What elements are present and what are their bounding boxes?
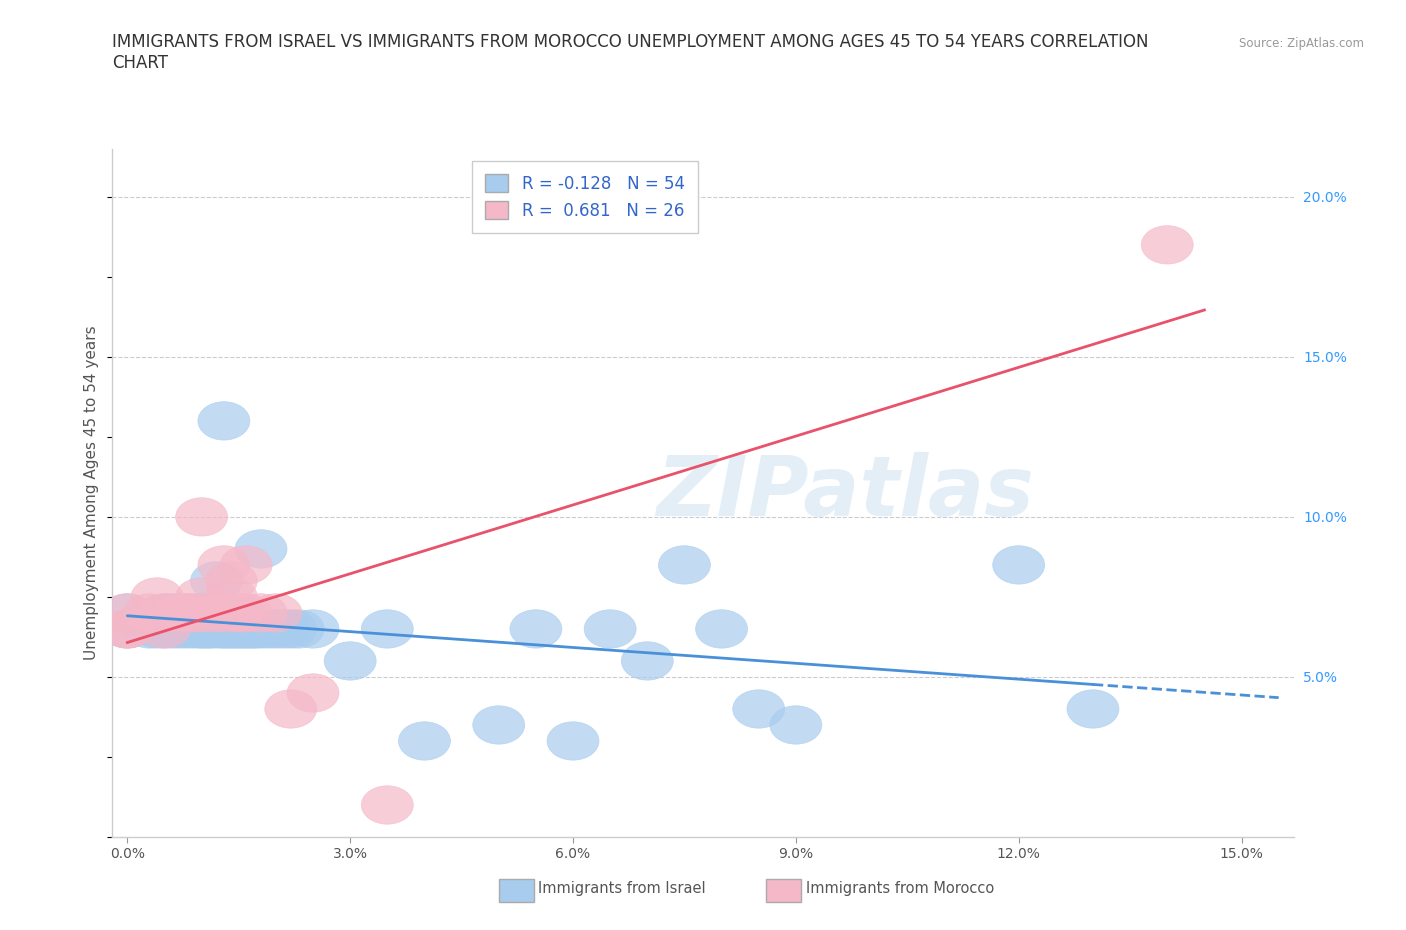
Ellipse shape — [235, 593, 287, 632]
Ellipse shape — [1067, 690, 1119, 728]
Ellipse shape — [205, 578, 257, 617]
Ellipse shape — [472, 706, 524, 744]
Ellipse shape — [101, 593, 153, 632]
Ellipse shape — [169, 610, 221, 648]
Ellipse shape — [733, 690, 785, 728]
Text: Source: ZipAtlas.com: Source: ZipAtlas.com — [1239, 37, 1364, 50]
Ellipse shape — [228, 610, 280, 648]
Y-axis label: Unemployment Among Ages 45 to 54 years: Unemployment Among Ages 45 to 54 years — [84, 326, 100, 660]
Ellipse shape — [325, 642, 377, 680]
Ellipse shape — [176, 610, 228, 648]
Ellipse shape — [205, 610, 257, 648]
Ellipse shape — [138, 593, 190, 632]
Ellipse shape — [198, 610, 250, 648]
Ellipse shape — [221, 610, 273, 648]
Ellipse shape — [169, 593, 221, 632]
Ellipse shape — [212, 610, 264, 648]
Ellipse shape — [264, 690, 316, 728]
Ellipse shape — [153, 593, 205, 632]
Ellipse shape — [169, 593, 221, 632]
Ellipse shape — [190, 610, 242, 648]
Ellipse shape — [398, 722, 450, 760]
Ellipse shape — [658, 546, 710, 584]
Ellipse shape — [1142, 226, 1194, 264]
Ellipse shape — [101, 610, 153, 648]
Ellipse shape — [176, 610, 228, 648]
Ellipse shape — [221, 610, 273, 648]
Ellipse shape — [124, 610, 176, 648]
Text: Immigrants from Israel: Immigrants from Israel — [538, 881, 706, 896]
Ellipse shape — [212, 593, 264, 632]
Ellipse shape — [146, 593, 198, 632]
Ellipse shape — [183, 593, 235, 632]
Ellipse shape — [993, 546, 1045, 584]
Ellipse shape — [138, 610, 190, 648]
Ellipse shape — [264, 610, 316, 648]
Ellipse shape — [242, 610, 294, 648]
Ellipse shape — [205, 610, 257, 648]
Ellipse shape — [583, 610, 636, 648]
Ellipse shape — [273, 610, 325, 648]
Ellipse shape — [250, 610, 302, 648]
Ellipse shape — [176, 593, 228, 632]
Ellipse shape — [153, 610, 205, 648]
Ellipse shape — [146, 610, 198, 648]
Ellipse shape — [160, 593, 212, 632]
Ellipse shape — [176, 498, 228, 536]
Ellipse shape — [235, 530, 287, 568]
Ellipse shape — [212, 610, 264, 648]
Ellipse shape — [101, 610, 153, 648]
Ellipse shape — [287, 610, 339, 648]
Ellipse shape — [160, 610, 212, 648]
Ellipse shape — [131, 610, 183, 648]
Ellipse shape — [287, 673, 339, 712]
Ellipse shape — [221, 546, 273, 584]
Text: IMMIGRANTS FROM ISRAEL VS IMMIGRANTS FROM MOROCCO UNEMPLOYMENT AMONG AGES 45 TO : IMMIGRANTS FROM ISRAEL VS IMMIGRANTS FRO… — [112, 33, 1149, 50]
Ellipse shape — [153, 593, 205, 632]
Ellipse shape — [198, 593, 250, 632]
Ellipse shape — [160, 593, 212, 632]
Ellipse shape — [131, 578, 183, 617]
Ellipse shape — [250, 593, 302, 632]
Text: ZIPatlas: ZIPatlas — [655, 452, 1033, 534]
Ellipse shape — [138, 593, 190, 632]
Text: Immigrants from Morocco: Immigrants from Morocco — [806, 881, 994, 896]
Ellipse shape — [198, 546, 250, 584]
Ellipse shape — [228, 610, 280, 648]
Ellipse shape — [621, 642, 673, 680]
Ellipse shape — [547, 722, 599, 760]
Ellipse shape — [221, 593, 273, 632]
Ellipse shape — [183, 610, 235, 648]
Ellipse shape — [101, 610, 153, 648]
Ellipse shape — [176, 578, 228, 617]
Legend: R = -0.128   N = 54, R =  0.681   N = 26: R = -0.128 N = 54, R = 0.681 N = 26 — [472, 161, 697, 232]
Ellipse shape — [190, 562, 242, 600]
Ellipse shape — [198, 402, 250, 440]
Ellipse shape — [205, 562, 257, 600]
Ellipse shape — [235, 610, 287, 648]
Ellipse shape — [696, 610, 748, 648]
Ellipse shape — [770, 706, 823, 744]
Ellipse shape — [361, 786, 413, 824]
Ellipse shape — [361, 610, 413, 648]
Ellipse shape — [183, 610, 235, 648]
Ellipse shape — [198, 610, 250, 648]
Text: CHART: CHART — [112, 54, 169, 72]
Ellipse shape — [257, 610, 309, 648]
Ellipse shape — [510, 610, 562, 648]
Ellipse shape — [138, 610, 190, 648]
Ellipse shape — [101, 593, 153, 632]
Ellipse shape — [124, 593, 176, 632]
